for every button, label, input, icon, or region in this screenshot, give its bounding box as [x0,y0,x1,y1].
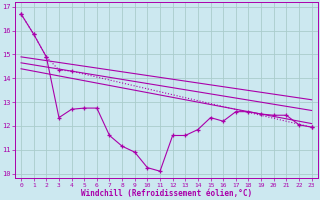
X-axis label: Windchill (Refroidissement éolien,°C): Windchill (Refroidissement éolien,°C) [81,189,252,198]
